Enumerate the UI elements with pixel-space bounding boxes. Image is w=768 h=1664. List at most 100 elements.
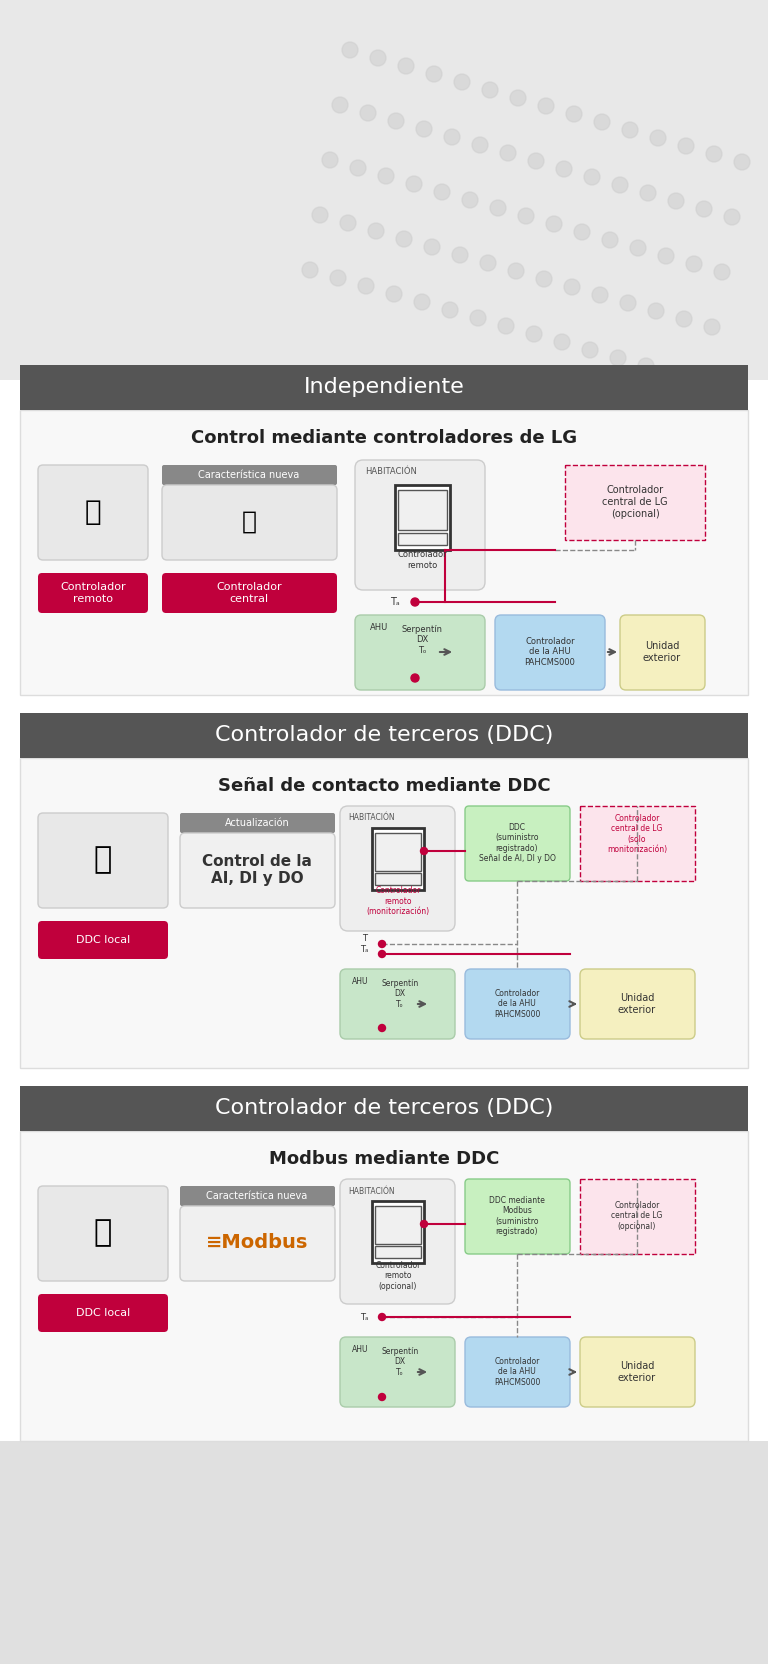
Bar <box>565 464 705 541</box>
Text: 📟: 📟 <box>94 1218 112 1248</box>
Circle shape <box>526 326 542 343</box>
Circle shape <box>482 82 498 98</box>
Bar <box>0 0 768 379</box>
FancyBboxPatch shape <box>340 968 455 1038</box>
Circle shape <box>592 286 608 303</box>
Bar <box>20 712 748 759</box>
Circle shape <box>350 160 366 176</box>
Circle shape <box>421 1220 428 1228</box>
Circle shape <box>696 201 712 216</box>
Bar <box>20 409 748 696</box>
Text: Independiente: Independiente <box>303 378 465 398</box>
FancyBboxPatch shape <box>180 814 335 834</box>
Text: Modbus mediante DDC: Modbus mediante DDC <box>269 1150 499 1168</box>
Circle shape <box>602 231 618 248</box>
Circle shape <box>556 161 572 176</box>
Bar <box>20 1132 748 1441</box>
Text: Controlador
remoto
(opcional): Controlador remoto (opcional) <box>376 1261 421 1291</box>
Circle shape <box>622 121 638 138</box>
Text: Controlador
remoto
(monitorización): Controlador remoto (monitorización) <box>366 887 429 915</box>
Text: Serpentín
DX
Tₒ: Serpentín DX Tₒ <box>382 978 419 1008</box>
Circle shape <box>650 130 666 146</box>
Circle shape <box>414 295 430 310</box>
Bar <box>20 364 748 409</box>
Circle shape <box>480 255 496 271</box>
FancyBboxPatch shape <box>180 834 335 909</box>
Text: HABITACIÓN: HABITACIÓN <box>348 814 395 822</box>
Circle shape <box>666 366 682 383</box>
Text: DDC
(suministro
registrado)
Señal de AI, DI y DO: DDC (suministro registrado) Señal de AI,… <box>478 824 555 864</box>
Circle shape <box>612 176 628 193</box>
Circle shape <box>398 58 414 73</box>
Circle shape <box>340 215 356 231</box>
Text: Actualización: Actualización <box>224 819 290 829</box>
FancyBboxPatch shape <box>465 1180 570 1255</box>
Circle shape <box>379 1313 386 1321</box>
Text: Controlador
remoto: Controlador remoto <box>397 551 447 569</box>
FancyBboxPatch shape <box>38 920 168 958</box>
Text: Controlador
de la AHU
PAHCMS000: Controlador de la AHU PAHCMS000 <box>494 988 540 1018</box>
FancyBboxPatch shape <box>162 572 337 612</box>
Bar <box>580 1180 695 1255</box>
Circle shape <box>454 73 470 90</box>
Circle shape <box>411 674 419 682</box>
Circle shape <box>424 240 440 255</box>
Text: 🖥: 🖥 <box>84 498 101 526</box>
FancyBboxPatch shape <box>465 1336 570 1408</box>
Circle shape <box>584 170 600 185</box>
Bar <box>375 1206 421 1245</box>
Bar <box>372 1201 424 1263</box>
Circle shape <box>444 130 460 145</box>
Circle shape <box>582 343 598 358</box>
Circle shape <box>490 200 506 216</box>
Circle shape <box>620 295 636 311</box>
Circle shape <box>406 176 422 191</box>
Circle shape <box>686 256 702 271</box>
Circle shape <box>528 153 544 170</box>
Circle shape <box>386 286 402 301</box>
Text: Controlador de terceros (DDC): Controlador de terceros (DDC) <box>215 1098 553 1118</box>
Circle shape <box>442 301 458 318</box>
FancyBboxPatch shape <box>465 968 570 1038</box>
Circle shape <box>411 597 419 606</box>
Circle shape <box>518 208 534 225</box>
Circle shape <box>322 151 338 168</box>
Text: Tₐ: Tₐ <box>390 597 399 607</box>
Circle shape <box>388 113 404 130</box>
FancyBboxPatch shape <box>355 459 485 591</box>
FancyBboxPatch shape <box>340 805 455 930</box>
Circle shape <box>498 318 514 334</box>
Circle shape <box>342 42 358 58</box>
Text: Tₐ: Tₐ <box>360 1313 369 1321</box>
Circle shape <box>379 950 386 957</box>
Text: Control mediante controladores de LG: Control mediante controladores de LG <box>191 429 577 448</box>
Circle shape <box>312 206 328 223</box>
Circle shape <box>396 231 412 246</box>
Circle shape <box>706 146 722 161</box>
FancyBboxPatch shape <box>465 805 570 880</box>
Circle shape <box>610 349 626 366</box>
Circle shape <box>358 278 374 295</box>
Text: Controlador
central de LG
(opcional): Controlador central de LG (opcional) <box>602 486 668 519</box>
Circle shape <box>640 185 656 201</box>
Circle shape <box>594 115 610 130</box>
Circle shape <box>368 223 384 240</box>
Text: Controlador
central de LG
(opcional): Controlador central de LG (opcional) <box>611 1201 663 1231</box>
Circle shape <box>510 90 526 106</box>
Text: Unidad
exterior: Unidad exterior <box>618 993 656 1015</box>
Circle shape <box>370 50 386 67</box>
Circle shape <box>648 303 664 319</box>
Circle shape <box>724 210 740 225</box>
Circle shape <box>426 67 442 82</box>
Text: HABITACIÓN: HABITACIÓN <box>348 1186 395 1195</box>
Bar <box>398 532 447 546</box>
Bar <box>398 489 447 531</box>
Circle shape <box>574 225 590 240</box>
FancyBboxPatch shape <box>38 814 168 909</box>
Circle shape <box>508 263 524 280</box>
FancyBboxPatch shape <box>38 464 148 561</box>
FancyBboxPatch shape <box>180 1206 335 1281</box>
Text: Controlador
central de LG
(solo
monitorización): Controlador central de LG (solo monitori… <box>607 814 667 854</box>
Circle shape <box>379 1393 386 1401</box>
Text: Controlador
central: Controlador central <box>216 582 282 604</box>
